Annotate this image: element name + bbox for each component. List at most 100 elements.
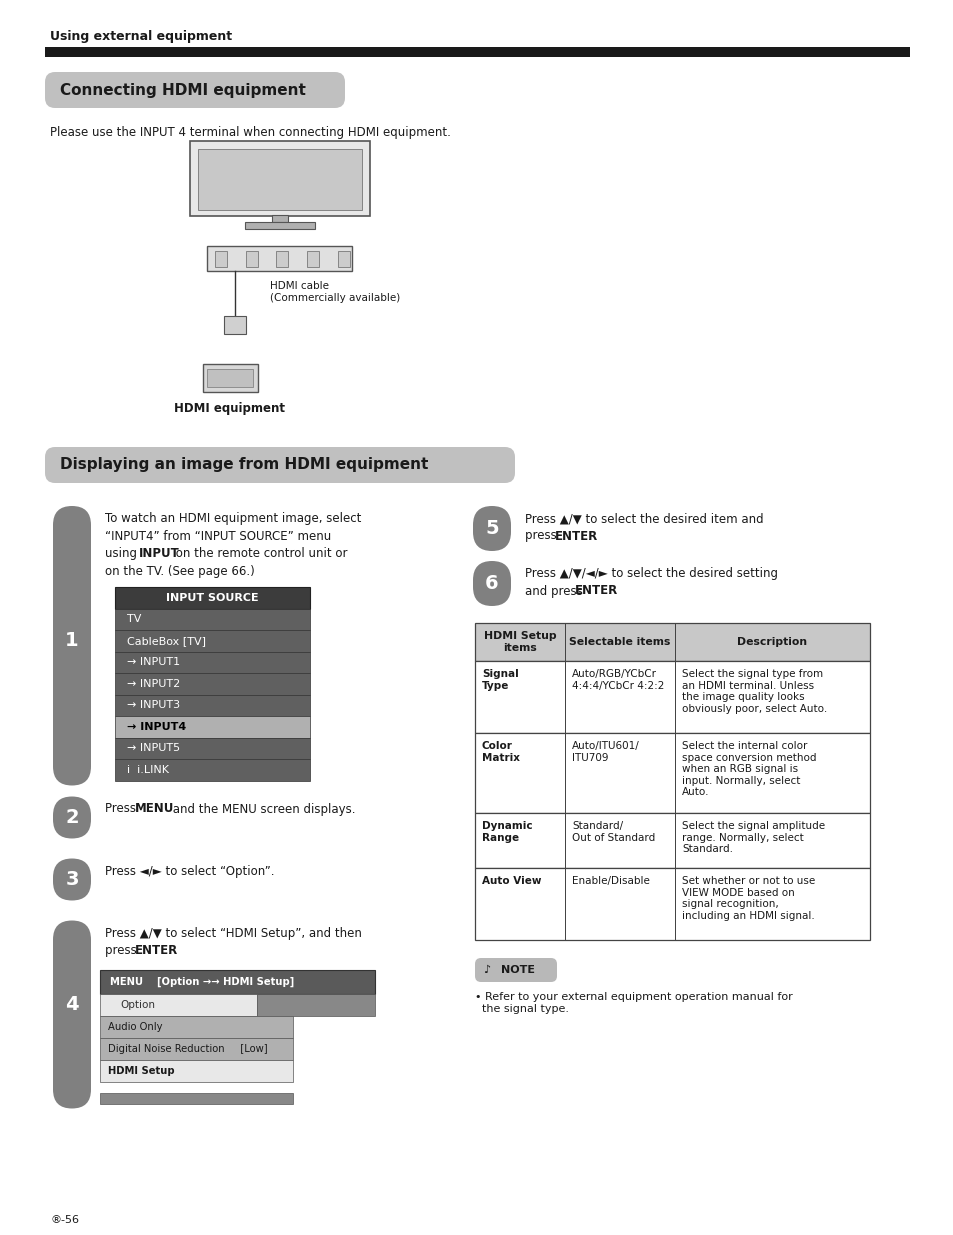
Bar [100,1015,293,1037]
Bar [675,661,676,734]
Bar [100,1060,293,1082]
Text: Color
Matrix: Color Matrix [481,741,519,762]
Bar [115,587,310,609]
Bar [115,760,310,781]
Text: Description: Description [737,637,807,647]
FancyBboxPatch shape [473,561,511,606]
Text: press: press [524,530,560,542]
Text: ENTER: ENTER [555,530,598,542]
Bar [272,215,288,222]
Bar [475,868,869,940]
Bar [100,1093,293,1104]
Text: NOTE: NOTE [500,965,535,974]
Text: Please use the INPUT 4 terminal when connecting HDMI equipment.: Please use the INPUT 4 terminal when con… [50,126,451,140]
Text: Standard/
Out of Standard: Standard/ Out of Standard [572,821,655,842]
Bar [45,47,909,57]
Text: HDMI equipment: HDMI equipment [174,403,285,415]
Text: Press ▲/▼ to select the desired item and: Press ▲/▼ to select the desired item and [524,513,762,525]
Text: → INPUT3: → INPUT3 [127,700,180,710]
Bar [115,716,310,737]
FancyBboxPatch shape [53,920,91,1109]
Text: Selectable items: Selectable items [569,637,670,647]
Bar [564,622,565,661]
Text: TV: TV [127,614,141,624]
Text: Auto/RGB/YCbCr
4:4:4/YCbCr 4:2:2: Auto/RGB/YCbCr 4:4:4/YCbCr 4:2:2 [572,669,663,690]
Bar [475,622,869,661]
Text: i  i.LINK: i i.LINK [127,764,169,774]
Bar [192,198,195,207]
Text: and press: and press [524,584,586,598]
Text: Auto/ITU601/
ITU709: Auto/ITU601/ ITU709 [572,741,639,762]
Text: Set whether or not to use
VIEW MODE based on
signal recognition,
including an HD: Set whether or not to use VIEW MODE base… [681,876,815,921]
Text: .: . [587,530,591,542]
Bar [337,251,349,267]
FancyBboxPatch shape [53,797,91,839]
Text: and the MENU screen displays.: and the MENU screen displays. [169,803,355,815]
Text: Enable/Disable: Enable/Disable [572,876,649,885]
Text: Using external equipment: Using external equipment [50,30,232,43]
Text: Press: Press [105,803,139,815]
Text: ®-56: ®-56 [50,1215,79,1225]
Text: HDMI Setup: HDMI Setup [108,1066,174,1076]
Text: Connecting HDMI equipment: Connecting HDMI equipment [60,83,306,98]
Bar [475,661,869,734]
Text: using: using [105,547,141,559]
Bar [215,251,227,267]
Bar [115,673,310,694]
Text: “INPUT4” from “INPUT SOURCE” menu: “INPUT4” from “INPUT SOURCE” menu [105,530,331,542]
FancyBboxPatch shape [473,506,511,551]
FancyBboxPatch shape [475,958,557,982]
Bar [115,652,310,673]
Bar [208,246,352,270]
FancyBboxPatch shape [45,447,515,483]
Bar [307,251,318,267]
Text: 2: 2 [65,808,79,827]
Text: 5: 5 [485,519,498,538]
Text: Dynamic
Range: Dynamic Range [481,821,532,842]
Text: on the TV. (See page 66.): on the TV. (See page 66.) [105,564,254,578]
Text: HDMI cable
(Commercially available): HDMI cable (Commercially available) [270,282,400,303]
Bar [192,185,195,195]
Bar [115,630,310,652]
Bar [100,969,375,993]
Text: Press ▲/▼/◄/► to select the desired setting: Press ▲/▼/◄/► to select the desired sett… [524,567,778,580]
Bar [276,251,288,267]
Bar [675,813,676,868]
Text: Digital Noise Reduction     [Low]: Digital Noise Reduction [Low] [108,1044,268,1053]
Text: HDMI Setup
items: HDMI Setup items [483,631,556,653]
Bar [564,868,565,940]
Text: 1: 1 [65,631,79,651]
Bar [190,141,370,216]
Text: .: . [607,584,611,598]
Bar [208,369,253,387]
Text: 4: 4 [65,995,79,1014]
Bar [245,222,314,228]
Text: • Refer to your external equipment operation manual for
  the signal type.: • Refer to your external equipment opera… [475,992,792,1014]
Text: Select the internal color
space conversion method
when an RGB signal is
input. N: Select the internal color space conversi… [681,741,816,798]
Bar [192,159,195,169]
Bar [564,661,565,734]
Text: INPUT SOURCE: INPUT SOURCE [166,593,258,603]
Bar [115,694,310,716]
FancyBboxPatch shape [53,506,91,785]
Text: Signal
Type: Signal Type [481,669,518,690]
Text: on the remote control unit or: on the remote control unit or [172,547,347,559]
Text: Press ◄/► to select “Option”.: Press ◄/► to select “Option”. [105,864,274,878]
Text: MENU    [Option →→ HDMI Setup]: MENU [Option →→ HDMI Setup] [110,977,294,987]
Bar [675,622,676,661]
Text: → INPUT5: → INPUT5 [127,743,180,753]
Text: Option: Option [120,999,154,1009]
Text: To watch an HDMI equipment image, select: To watch an HDMI equipment image, select [105,513,361,525]
Text: Select the signal amplitude
range. Normally, select
Standard.: Select the signal amplitude range. Norma… [681,821,824,855]
Text: 3: 3 [65,869,79,889]
Text: Auto View: Auto View [481,876,541,885]
Bar [192,172,195,182]
Text: Select the signal type from
an HDMI terminal. Unless
the image quality looks
obv: Select the signal type from an HDMI term… [681,669,826,714]
Bar [675,734,676,813]
Bar [475,734,869,813]
Bar [475,813,869,868]
Bar [675,868,676,940]
Bar [246,251,257,267]
Bar [202,364,257,391]
Text: .: . [168,944,172,957]
